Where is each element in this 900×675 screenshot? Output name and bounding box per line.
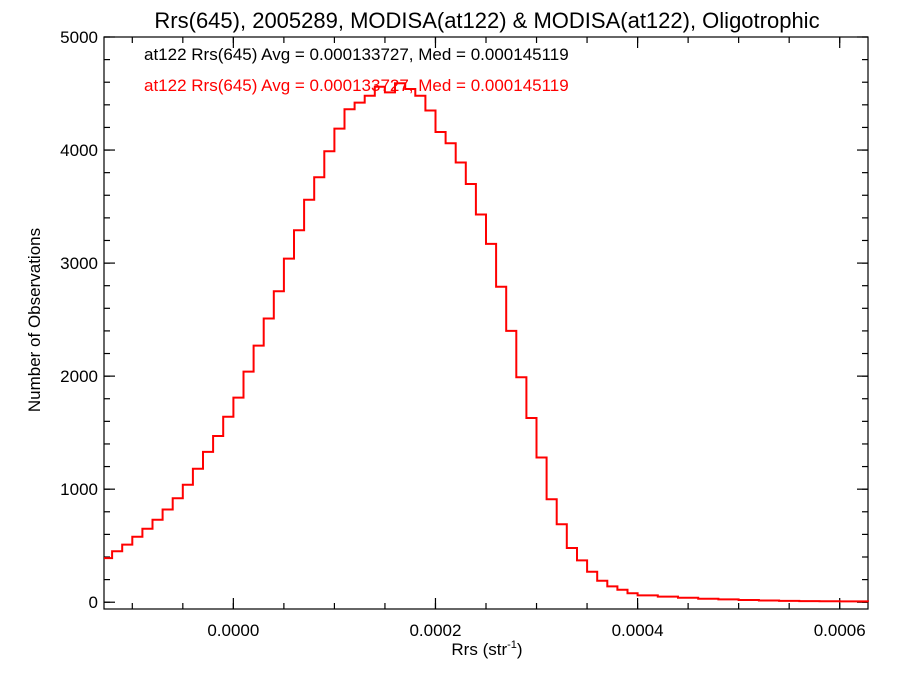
y-tick-label: 0 bbox=[89, 593, 98, 612]
y-tick-label: 5000 bbox=[60, 28, 98, 47]
y-tick-label: 1000 bbox=[60, 480, 98, 499]
plot-frame bbox=[103, 36, 869, 610]
annotation-red: at122 Rrs(645) Avg = 0.000133727, Med = … bbox=[144, 76, 569, 95]
x-tick-label: 0.0004 bbox=[612, 621, 664, 640]
y-axis-label: Number of Observations bbox=[25, 228, 44, 412]
x-tick-label: 0.0002 bbox=[409, 621, 461, 640]
y-tick-label: 2000 bbox=[60, 367, 98, 386]
y-tick-label: 4000 bbox=[60, 141, 98, 160]
chart-title: Rrs(645), 2005289, MODISA(at122) & MODIS… bbox=[154, 8, 819, 33]
x-tick-label: 0.0000 bbox=[207, 621, 259, 640]
x-tick-label: 0.0006 bbox=[814, 621, 866, 640]
axis-tick-labels: 0.0000 0.0002 0.0004 0.0006 0 1000 2000 3000 400… bbox=[60, 28, 866, 640]
annotation-black: at122 Rrs(645) Avg = 0.000133727, Med = … bbox=[144, 45, 569, 64]
series-line bbox=[104, 82, 869, 603]
x-axis-label: Rrs (str-1) bbox=[451, 639, 522, 659]
axis-ticks bbox=[104, 36, 868, 609]
y-tick-label: 3000 bbox=[60, 254, 98, 273]
